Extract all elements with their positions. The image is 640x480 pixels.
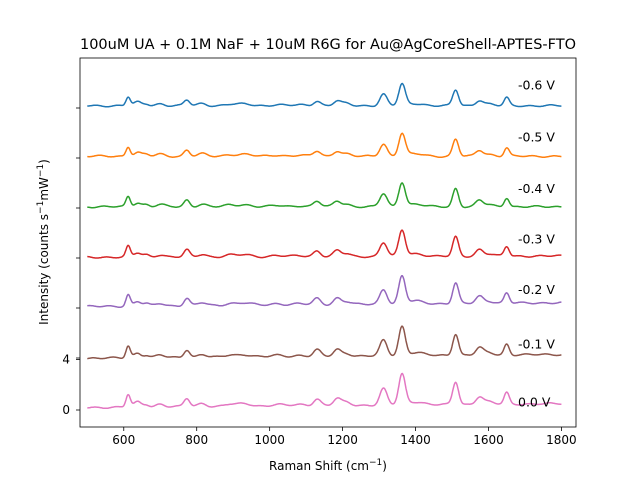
x-tick-label: 1800 [546, 433, 577, 447]
x-axis-label-end: ) [382, 459, 387, 473]
x-tick-label: 1600 [473, 433, 504, 447]
y-axis-label-main: Intensity (counts s [37, 214, 51, 325]
chart-title: 100uM UA + 0.1M NaF + 10uM R6G for Au@Ag… [80, 37, 576, 53]
series-label: -0.1 V [518, 336, 555, 351]
series-line-3 [87, 229, 562, 259]
y-axis-label-superscript-2: −1 [36, 164, 46, 177]
y-axis: 04 [62, 107, 80, 417]
x-axis: 600 800 1000 1200 1400 1600 1800 [112, 427, 577, 447]
series-label: -0.5 V [518, 129, 555, 144]
x-tick-label: 1400 [400, 433, 431, 447]
series-layer [87, 82, 562, 410]
x-tick-label: 600 [112, 433, 135, 447]
series-line-2 [87, 275, 562, 308]
y-axis-label-middle: mW [37, 177, 51, 201]
series-label: -0.2 V [518, 282, 555, 297]
x-tick-label: 1200 [327, 433, 358, 447]
series-line-5 [87, 132, 562, 158]
x-axis-label-superscript: −1 [369, 458, 382, 468]
series-label: -0.6 V [518, 78, 555, 93]
y-tick-label: 0 [62, 403, 70, 417]
y-axis-label-end: ) [37, 159, 51, 164]
series-line-1 [87, 325, 562, 360]
x-axis-label-main: Raman Shift (cm [269, 459, 369, 473]
y-axis-label: Intensity (counts s−1mW−1) [36, 159, 51, 325]
series-label: -0.3 V [518, 232, 555, 247]
x-tick-label: 800 [185, 433, 208, 447]
series-label: -0.4 V [518, 181, 555, 196]
plot-area: 0.0 V -0.1 V -0.2 V -0.3 V -0.4 V -0.5 V -0.6 … [79, 57, 577, 428]
y-tick-label: 4 [62, 353, 70, 367]
series-labels: 0.0 V -0.1 V -0.2 V -0.3 V -0.4 V -0.5 V -0.6 … [518, 78, 555, 410]
x-axis-label: Raman Shift (cm−1) [269, 458, 387, 473]
y-axis-label-superscript-1: −1 [36, 201, 46, 214]
x-tick-label: 1000 [254, 433, 285, 447]
plot-frame [79, 57, 577, 428]
series-label: 0.0 V [518, 394, 551, 409]
series-line-4 [87, 182, 562, 209]
series-line-0 [87, 372, 562, 410]
series-line-6 [87, 82, 562, 108]
